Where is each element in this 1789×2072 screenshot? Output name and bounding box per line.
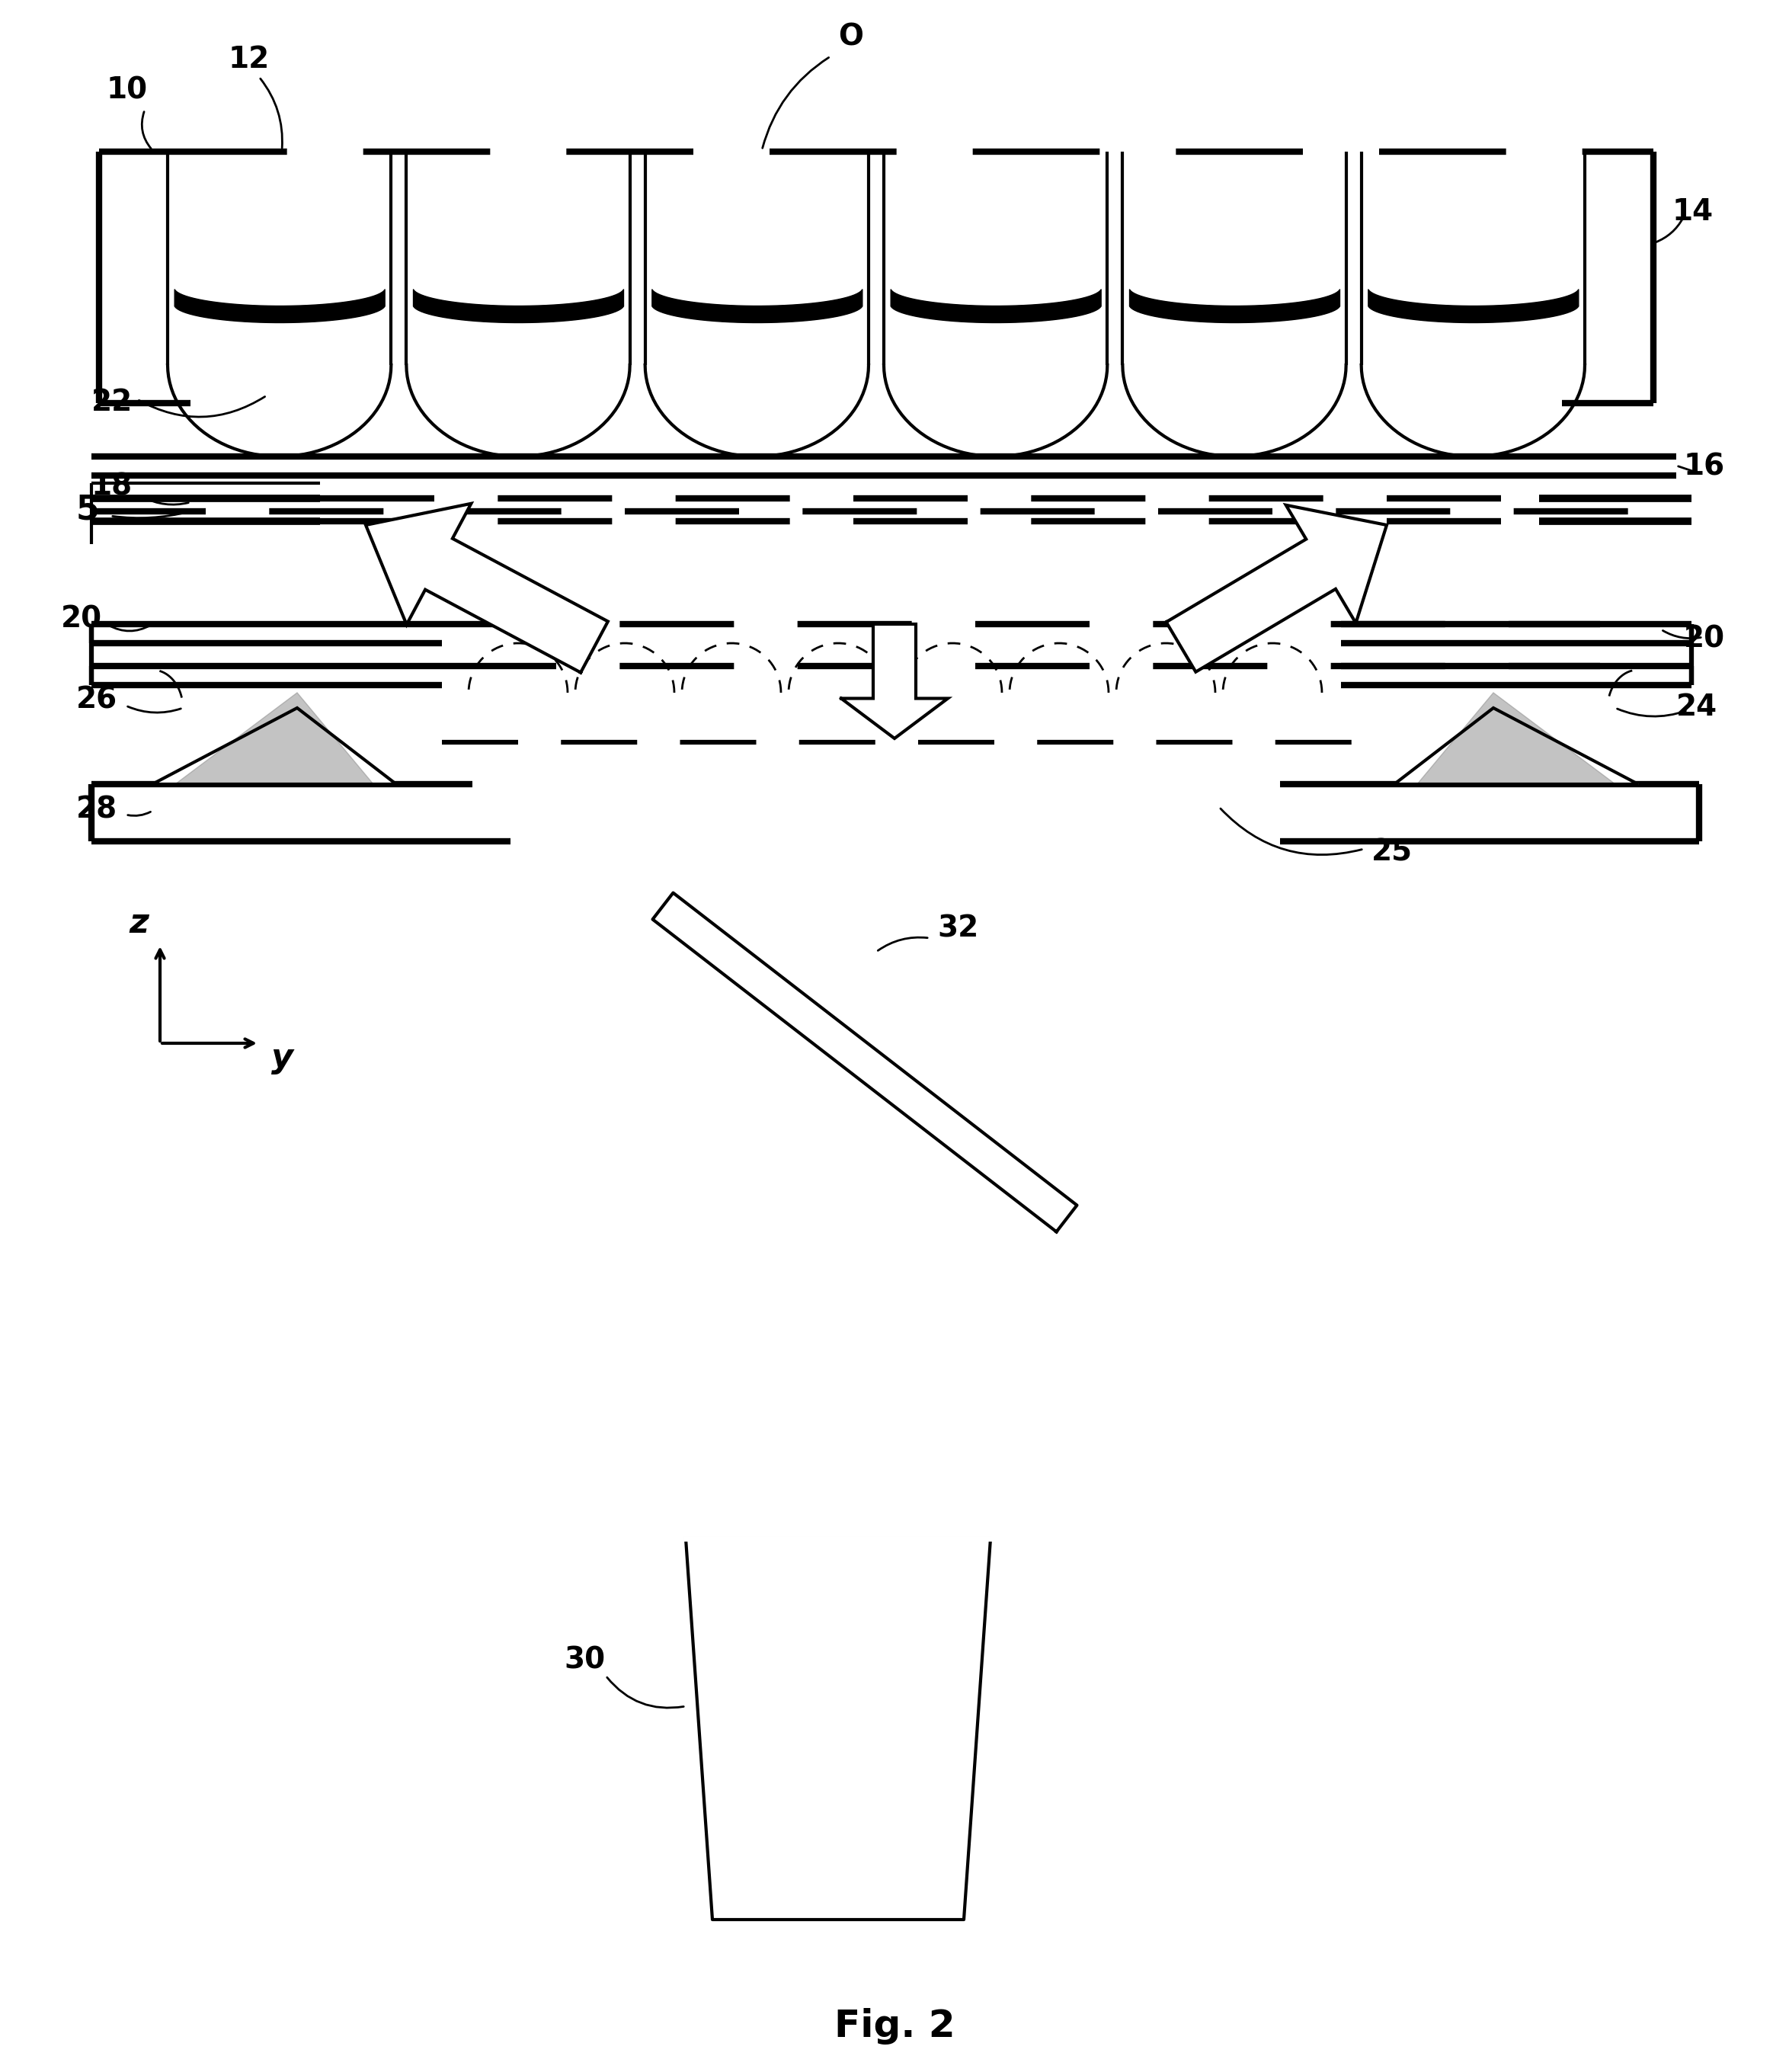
Polygon shape — [152, 709, 395, 783]
Polygon shape — [841, 624, 948, 738]
Text: 28: 28 — [77, 796, 118, 825]
Polygon shape — [685, 1539, 991, 1919]
Polygon shape — [1394, 709, 1639, 783]
Text: 18: 18 — [91, 472, 132, 501]
Polygon shape — [1417, 692, 1615, 783]
Text: 30: 30 — [564, 1645, 605, 1674]
Text: y: y — [270, 1042, 293, 1075]
Text: O: O — [837, 23, 864, 52]
Text: 12: 12 — [229, 46, 270, 75]
Text: 14: 14 — [1673, 197, 1714, 226]
Text: z: z — [129, 905, 148, 939]
Text: 25: 25 — [1372, 837, 1413, 866]
Polygon shape — [653, 893, 1077, 1231]
Polygon shape — [175, 692, 374, 783]
Text: 10: 10 — [107, 75, 148, 104]
Text: Fig. 2: Fig. 2 — [834, 2008, 955, 2045]
Polygon shape — [365, 503, 608, 673]
Text: 22: 22 — [91, 387, 132, 416]
Text: 26: 26 — [77, 686, 118, 715]
Text: 20: 20 — [1683, 624, 1725, 653]
Text: 24: 24 — [1676, 692, 1717, 721]
Text: 5: 5 — [77, 493, 100, 526]
Polygon shape — [1166, 506, 1386, 671]
Text: 32: 32 — [937, 914, 979, 943]
Text: 16: 16 — [1683, 452, 1725, 481]
Text: 20: 20 — [61, 605, 102, 634]
